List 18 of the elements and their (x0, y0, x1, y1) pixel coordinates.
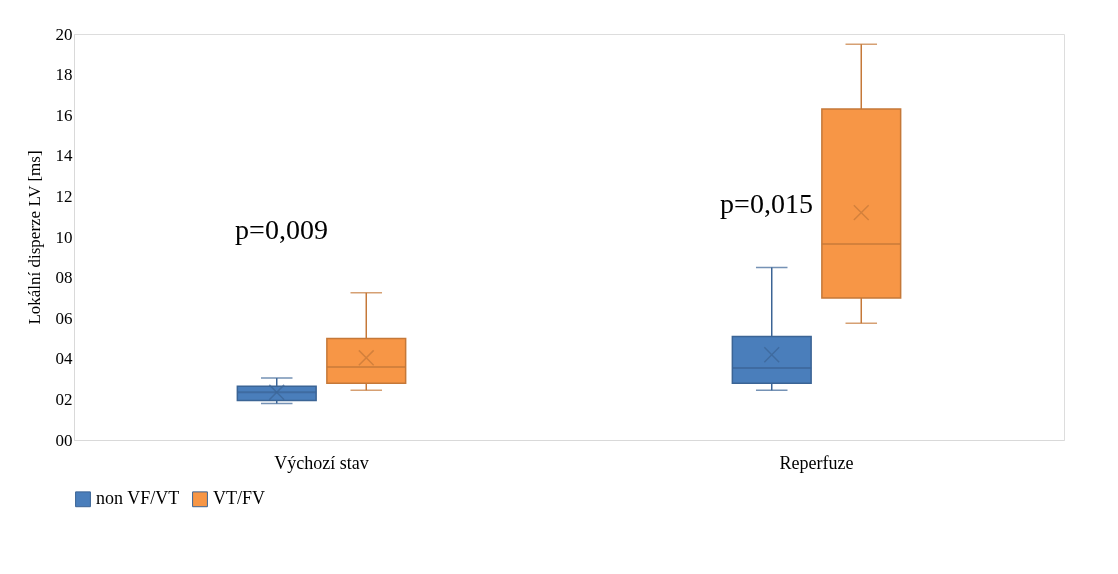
legend-label: VT/FV (213, 488, 266, 509)
annotation: p=0,009 (235, 214, 328, 245)
x-tick-label: Výchozí stav (274, 452, 369, 473)
y-axis-title: Lokální disperze LV [ms] (24, 150, 44, 325)
y-tick-label: 12 (55, 186, 73, 206)
y-tick-label: 14 (55, 146, 73, 166)
y-tick-label: 00 (55, 430, 73, 450)
y-tick-label: 04 (55, 349, 73, 369)
y-tick-label: 18 (55, 65, 73, 85)
y-tick-label: 20 (55, 24, 73, 44)
y-tick-label: 02 (55, 389, 73, 409)
y-tick-label: 06 (55, 308, 73, 328)
y-tick-label: 10 (55, 227, 73, 247)
y-tick-label: 16 (55, 105, 73, 125)
x-tick-label: Reperfuze (779, 452, 854, 473)
y-tick-label: 08 (55, 268, 73, 288)
legend-label: non VF/VT (96, 488, 180, 509)
annotation: p=0,015 (720, 188, 813, 219)
